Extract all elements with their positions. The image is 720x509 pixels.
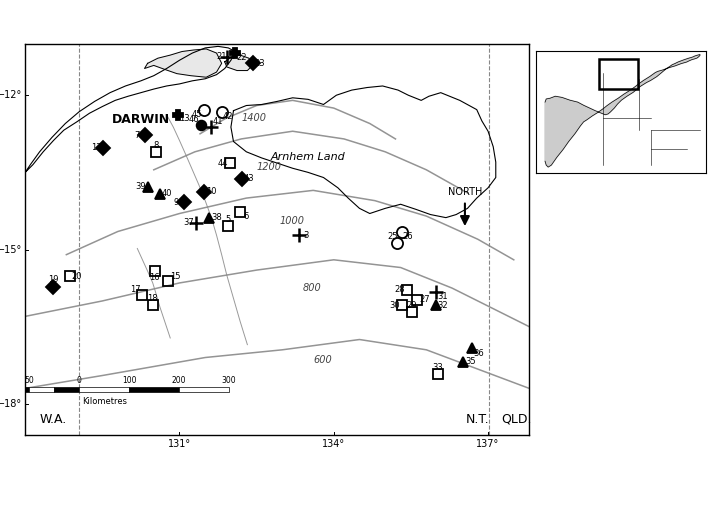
Text: 10: 10 [206,187,217,196]
Text: 1200: 1200 [256,162,282,172]
Text: 6: 6 [243,212,249,221]
Text: 29: 29 [407,301,417,310]
Text: 26: 26 [402,232,413,241]
Text: 18: 18 [148,294,158,303]
Bar [0,386,30,392]
Text: 100: 100 [122,376,136,384]
Text: 23: 23 [254,59,265,68]
Text: 1000: 1000 [280,216,305,226]
Text: 35: 35 [465,357,476,366]
Text: NORTH: NORTH [448,186,482,196]
Bar [179,386,229,392]
Text: 3: 3 [303,231,309,240]
Text: 16: 16 [150,273,160,282]
Text: 37: 37 [184,218,194,228]
Text: 200: 200 [172,376,186,384]
Text: 38: 38 [211,213,222,222]
Text: 13: 13 [179,115,190,123]
Bar [79,386,129,392]
Text: −12°: −12° [0,90,22,100]
Text: 36: 36 [474,349,484,358]
Text: 41: 41 [212,118,222,126]
Text: 17: 17 [130,285,140,294]
Text: 19: 19 [48,275,59,285]
Text: W.A.: W.A. [40,413,67,426]
Text: 22: 22 [236,52,246,62]
Polygon shape [545,54,700,167]
Text: 131°: 131° [168,439,191,449]
Text: 45: 45 [192,110,202,119]
Text: Kilometres: Kilometres [81,398,127,406]
Text: −18°: −18° [0,399,22,409]
Text: 8: 8 [153,140,159,150]
Text: N.T.: N.T. [466,413,490,426]
Bar [599,59,638,89]
Text: 30: 30 [389,300,400,309]
Text: 1400: 1400 [241,114,266,123]
Text: 300: 300 [222,376,236,384]
Bar [129,386,179,392]
Text: 600: 600 [313,355,332,365]
Text: 39: 39 [135,182,145,191]
Polygon shape [145,49,222,77]
Text: 15: 15 [170,272,181,281]
Text: Arnhem Land: Arnhem Land [271,152,346,162]
Text: 0: 0 [77,376,81,384]
Text: 28: 28 [395,285,405,294]
Text: QLD.: QLD. [501,413,531,426]
Text: 21: 21 [216,52,226,61]
Bar [54,386,79,392]
Bar [30,386,54,392]
Text: 137°: 137° [477,439,500,449]
Text: 800: 800 [303,283,322,293]
Text: 7: 7 [135,131,140,140]
Text: 9: 9 [174,197,179,207]
Text: 44: 44 [217,159,228,167]
Text: 43: 43 [244,174,255,183]
Text: 31: 31 [438,292,448,301]
Text: 46: 46 [189,116,199,124]
Text: −15°: −15° [0,244,22,254]
Text: 20: 20 [71,272,82,281]
Text: DARWIN: DARWIN [112,114,170,126]
Text: 32: 32 [438,300,448,309]
Text: 42: 42 [222,112,233,121]
Text: 5: 5 [225,215,231,224]
Text: 27: 27 [419,295,430,304]
Text: 50: 50 [24,376,34,384]
Text: 40: 40 [162,189,172,199]
Text: 25: 25 [387,232,397,241]
Text: 33: 33 [432,363,443,372]
Text: 12: 12 [91,143,102,152]
Polygon shape [225,55,253,71]
Text: 134°: 134° [323,439,346,449]
